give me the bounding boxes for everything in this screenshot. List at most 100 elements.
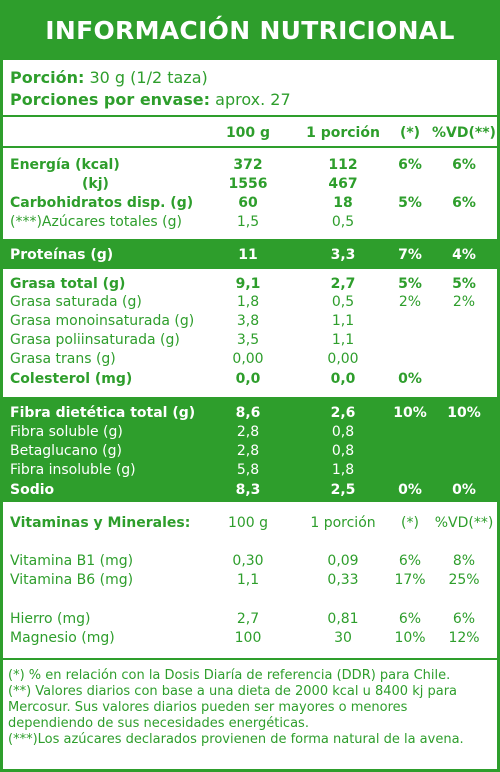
row-label: Vitamina B1 (mg) bbox=[10, 553, 134, 569]
row-value-portion: 0,0 bbox=[330, 371, 356, 387]
col-header-pct: (*) bbox=[401, 515, 419, 531]
row-value-100g: 100 bbox=[234, 630, 262, 646]
row-value-pct: 0% bbox=[398, 371, 422, 387]
row-value-portion: 467 bbox=[328, 176, 358, 192]
row-value-portion: 30 bbox=[334, 630, 352, 646]
row-label: Grasa total (g) bbox=[10, 276, 126, 292]
row-value-100g: 3,5 bbox=[236, 332, 260, 348]
row-label: Fibra soluble (g) bbox=[10, 424, 123, 440]
row-label: Fibra dietética total (g) bbox=[10, 405, 196, 421]
row-value-vd: 6% bbox=[452, 195, 476, 211]
row-value-pct: 5% bbox=[398, 195, 422, 211]
col-header-100g: 100 g bbox=[227, 515, 269, 531]
row-label: Magnesio (mg) bbox=[10, 630, 115, 646]
row-label: Grasa poliinsaturada (g) bbox=[10, 332, 180, 348]
row-value-100g: 8,3 bbox=[235, 482, 261, 498]
row-label: Carbohidratos disp. (g) bbox=[10, 195, 194, 211]
row-value-100g: 0,0 bbox=[235, 371, 261, 387]
col-header-portion: 1 porción bbox=[310, 515, 376, 531]
row-value-vd: 5% bbox=[452, 276, 476, 292]
row-value-100g: 5,8 bbox=[236, 462, 260, 478]
row-value-pct: 5% bbox=[398, 276, 422, 292]
row-value-pct: 6% bbox=[398, 611, 422, 627]
servings-per-package-line: Porciones por envase: aprox. 27 bbox=[10, 90, 291, 110]
row-value-100g: 0,00 bbox=[232, 351, 264, 367]
row-value-portion: 0,81 bbox=[327, 611, 359, 627]
row-value-portion: 112 bbox=[328, 157, 358, 173]
row-value-pct: 7% bbox=[398, 247, 422, 263]
row-value-portion: 2,6 bbox=[330, 405, 356, 421]
row-value-vd: 10% bbox=[447, 405, 481, 421]
row-value-100g: 2,8 bbox=[236, 424, 260, 440]
row-value-pct: 0% bbox=[398, 482, 422, 498]
row-label: Grasa saturada (g) bbox=[10, 294, 142, 310]
row-value-portion: 18 bbox=[333, 195, 353, 211]
row-label: Colesterol (mg) bbox=[10, 371, 133, 387]
row-label: Grasa monoinsaturada (g) bbox=[10, 313, 195, 329]
vitamins-header: Vitaminas y Minerales: bbox=[10, 515, 191, 531]
col-header-vd: %VD(**) bbox=[434, 515, 494, 531]
row-value-portion: 2,7 bbox=[330, 276, 356, 292]
row-value-100g: 1,1 bbox=[236, 572, 260, 588]
row-label: Hierro (mg) bbox=[10, 611, 91, 627]
footnote-sugars: (***)Los azúcares declarados provienen d… bbox=[8, 732, 464, 747]
row-value-100g: 0,30 bbox=[232, 553, 264, 569]
label-title: INFORMACIÓN NUTRICIONAL bbox=[0, 0, 500, 60]
row-value-portion: 1,1 bbox=[331, 313, 355, 329]
serving-label: Porción: bbox=[10, 68, 85, 87]
row-value-portion: 0,8 bbox=[331, 424, 355, 440]
servings-per-package-label: Porciones por envase: bbox=[10, 90, 211, 109]
row-label: (***)Azúcares totales (g) bbox=[10, 214, 182, 230]
footnotes: (*) % en relación con la Dosis Diaría de… bbox=[8, 668, 492, 748]
row-value-100g: 2,7 bbox=[236, 611, 260, 627]
row-value-portion: 2,5 bbox=[330, 482, 356, 498]
row-value-100g: 372 bbox=[233, 157, 263, 173]
row-label: Betaglucano (g) bbox=[10, 443, 122, 459]
serving-value: 30 g (1/2 taza) bbox=[89, 68, 208, 87]
row-label: Sodio bbox=[10, 482, 55, 498]
row-label: Energía (kcal) bbox=[10, 157, 120, 173]
row-value-100g: 1556 bbox=[228, 176, 268, 192]
divider bbox=[0, 658, 500, 660]
serving-line: Porción: 30 g (1/2 taza) bbox=[10, 68, 208, 88]
row-value-portion: 0,00 bbox=[327, 351, 359, 367]
row-label: Vitamina B6 (mg) bbox=[10, 572, 134, 588]
footnote-ddr: (*) % en relación con la Dosis Diaría de… bbox=[8, 668, 451, 683]
row-label: Grasa trans (g) bbox=[10, 351, 116, 367]
row-value-portion: 0,5 bbox=[331, 294, 355, 310]
row-value-pct: 6% bbox=[398, 157, 422, 173]
row-label: Proteínas (g) bbox=[10, 247, 114, 263]
row-value-pct: 10% bbox=[393, 405, 427, 421]
row-value-vd: 0% bbox=[452, 482, 476, 498]
row-label: Fibra insoluble (g) bbox=[10, 462, 136, 478]
row-value-100g: 1,5 bbox=[236, 214, 260, 230]
row-value-100g: 8,6 bbox=[235, 405, 261, 421]
row-value-pct: 17% bbox=[394, 572, 426, 588]
col-header-vd: %VD(**) bbox=[432, 125, 496, 141]
row-value-vd: 25% bbox=[448, 572, 480, 588]
divider bbox=[0, 146, 500, 148]
row-value-100g: 1,8 bbox=[236, 294, 260, 310]
row-value-portion: 0,09 bbox=[327, 553, 359, 569]
row-value-vd: 8% bbox=[452, 553, 476, 569]
row-value-vd: 6% bbox=[452, 611, 476, 627]
row-value-100g: 60 bbox=[238, 195, 258, 211]
row-value-vd: 2% bbox=[452, 294, 476, 310]
row-value-portion: 0,8 bbox=[331, 443, 355, 459]
row-value-100g: 11 bbox=[238, 247, 258, 263]
highlight-band bbox=[0, 397, 500, 502]
row-value-100g: 3,8 bbox=[236, 313, 260, 329]
divider bbox=[0, 115, 500, 117]
servings-per-package-value: aprox. 27 bbox=[215, 90, 291, 109]
col-header-portion: 1 porción bbox=[306, 125, 380, 141]
row-value-vd: 12% bbox=[448, 630, 480, 646]
row-value-portion: 0,5 bbox=[331, 214, 355, 230]
row-value-portion: 1,8 bbox=[331, 462, 355, 478]
row-value-portion: 0,33 bbox=[327, 572, 359, 588]
row-value-100g: 2,8 bbox=[236, 443, 260, 459]
row-value-vd: 6% bbox=[452, 157, 476, 173]
row-value-pct: 10% bbox=[394, 630, 426, 646]
row-value-100g: 9,1 bbox=[235, 276, 261, 292]
row-value-portion: 3,3 bbox=[330, 247, 356, 263]
row-value-pct: 6% bbox=[398, 553, 422, 569]
